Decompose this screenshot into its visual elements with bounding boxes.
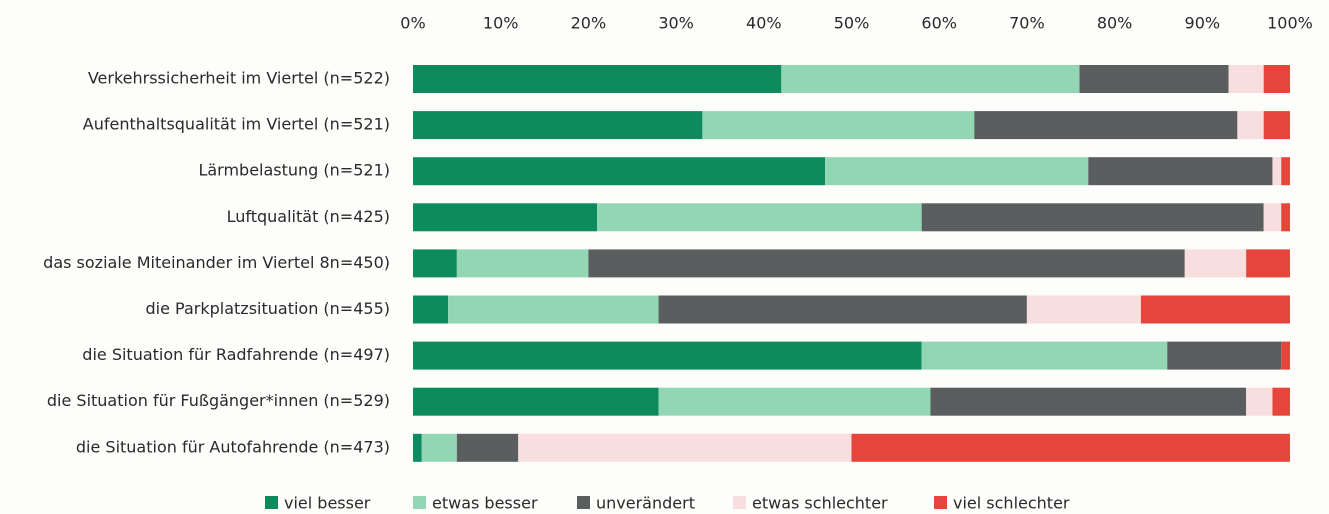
bar-segment [1237,111,1264,140]
bar-segment [421,433,457,462]
bar-segment [413,249,457,278]
legend-label: etwas schlechter [752,494,888,513]
bar-segment [413,433,422,462]
bar-segment [456,433,519,462]
legend-label: etwas besser [432,494,538,513]
bar-segment [1026,295,1141,324]
x-tick-label: 30% [658,14,694,33]
bar-segment [1263,65,1290,93]
bar-segment [1246,249,1290,278]
legend-swatch [934,496,947,509]
bar-segment [1088,157,1273,186]
x-tick-label: 100% [1267,14,1313,33]
bar-segment [974,111,1238,140]
bar-segment [825,157,1089,186]
bar-segment [597,203,922,232]
bar-segment [518,433,852,462]
bar-segment [1079,65,1229,93]
bar-segment [702,111,975,140]
bar-segment [1228,65,1264,93]
bar-segment [413,341,922,370]
bar-segment [1281,341,1290,370]
bar-segment [1281,157,1290,186]
bar-segment [1272,387,1290,416]
x-tick-label: 20% [571,14,607,33]
category-label: das soziale Miteinander im Viertel 8n=45… [43,253,390,272]
bar-segment [1184,249,1247,278]
bar-segment [921,203,1264,232]
bar-segment [456,249,589,278]
bar-segment [658,295,1027,324]
legend-label: unverändert [596,494,695,513]
x-tick-label: 40% [746,14,782,33]
legend-swatch [413,496,426,509]
x-tick-label: 0% [400,14,425,33]
x-tick-label: 80% [1097,14,1133,33]
legend-swatch [733,496,746,509]
bar-segment [413,295,449,324]
category-label: Verkehrssicherheit im Viertel (n=522) [88,69,390,88]
category-label: Aufenthaltsqualität im Viertel (n=521) [83,115,390,134]
bar-segment [1140,295,1290,324]
bar-segment [1263,203,1282,232]
bar-segment [781,65,1080,93]
category-label: Luftqualität (n=425) [227,207,390,226]
x-tick-label: 70% [1009,14,1045,33]
bar-segment [930,387,1247,416]
x-tick-label: 60% [921,14,957,33]
bar-segment [413,157,826,186]
bar-segment [413,111,703,140]
category-label: Lärmbelastung (n=521) [198,161,390,180]
bar-segment [1263,111,1290,140]
bar-segment [413,65,782,93]
bar-segment [1272,157,1282,186]
bar-segment [851,433,1290,462]
category-label: die Situation für Radfahrende (n=497) [82,345,390,364]
category-label: die Situation für Fußgänger*innen (n=529… [47,391,390,410]
bar-segment [921,341,1168,370]
legend-swatch [577,496,590,509]
bar-segment [1167,341,1282,370]
bar-segment [588,249,1185,278]
x-tick-label: 10% [483,14,519,33]
legend-label: viel schlechter [953,494,1070,513]
bar-segment [1246,387,1273,416]
category-label: die Situation für Autofahrende (n=473) [76,437,390,456]
category-label: die Parkplatzsituation (n=455) [146,299,391,318]
x-tick-label: 90% [1185,14,1221,33]
legend-swatch [265,496,278,509]
bar-segment [1281,203,1290,232]
bar-segment [413,203,598,232]
bar-segment [413,387,659,416]
bar-segment [448,295,659,324]
legend-label: viel besser [284,494,371,513]
bar-segment [658,387,931,416]
x-tick-label: 50% [834,14,870,33]
